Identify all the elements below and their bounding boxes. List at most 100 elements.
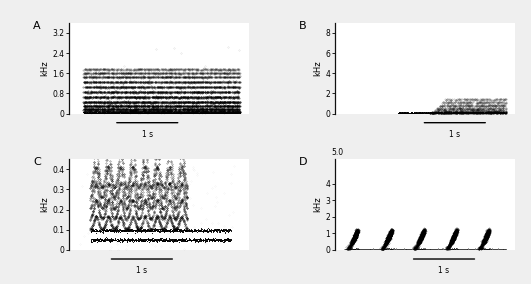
Point [189,100,197,105]
Point [212,67,220,72]
Point [139,106,147,111]
Point [184,95,193,99]
Point [217,85,225,89]
Point [204,94,213,99]
Point [129,80,138,84]
Point [187,72,196,76]
Point [487,106,496,111]
Point [196,90,205,94]
Point [126,109,135,114]
Point [458,100,467,105]
Point [177,104,186,109]
Point [172,104,181,108]
Point [193,104,201,108]
Point [228,95,237,100]
Point [452,97,461,102]
Point [136,95,144,99]
Point [145,71,153,76]
Point [224,85,232,89]
Point [199,107,207,112]
Point [207,100,215,104]
Point [194,68,202,72]
Point [86,100,95,105]
Point [230,75,238,80]
Point [205,84,213,89]
Point [127,84,136,89]
Point [159,107,167,111]
Point [184,84,193,89]
Point [475,99,484,104]
Point [140,104,148,108]
Point [438,111,447,116]
Point [93,107,102,111]
Point [228,95,237,99]
Point [126,107,135,112]
Point [176,95,185,99]
Point [187,85,196,89]
Point [159,109,168,114]
Point [499,97,508,102]
Point [474,110,483,114]
Point [85,107,93,112]
Point [114,104,123,108]
Point [119,99,128,104]
Point [230,107,239,112]
Point [109,104,117,108]
Point [168,95,176,99]
Point [174,80,183,84]
Point [181,106,189,111]
Point [97,67,105,72]
Point [474,111,483,115]
Point [234,100,243,105]
Point [129,90,137,95]
Point [108,67,116,71]
Point [212,104,220,108]
Point [135,95,143,100]
Point [195,75,203,79]
Point [444,110,452,114]
Point [219,104,228,108]
Point [105,109,114,114]
Point [202,67,211,72]
Point [115,110,124,115]
Point [194,108,202,112]
Point [207,100,215,105]
Point [156,89,164,94]
Point [447,106,455,110]
Point [467,103,475,108]
Point [142,109,150,114]
Point [195,90,204,94]
Point [173,67,181,72]
Point [431,108,440,113]
Point [85,80,94,84]
Point [194,85,202,89]
Point [480,100,489,105]
Point [230,109,239,114]
Point [175,80,183,85]
Point [440,108,448,112]
Point [106,80,115,84]
Point [207,71,215,76]
Point [111,80,119,85]
Point [184,85,192,90]
Point [234,100,242,105]
Point [202,106,211,111]
Point [156,95,164,99]
Point [83,90,92,94]
Point [181,90,190,94]
Point [109,80,117,84]
Point [153,110,162,114]
Point [234,103,243,108]
Point [101,75,109,79]
Point [141,71,149,76]
Point [447,100,455,105]
Point [100,95,108,99]
Point [104,107,113,111]
Point [184,85,192,90]
Point [122,95,131,100]
Point [181,103,190,108]
Point [144,84,152,89]
Point [191,100,199,105]
Point [218,109,226,114]
Point [228,106,236,111]
